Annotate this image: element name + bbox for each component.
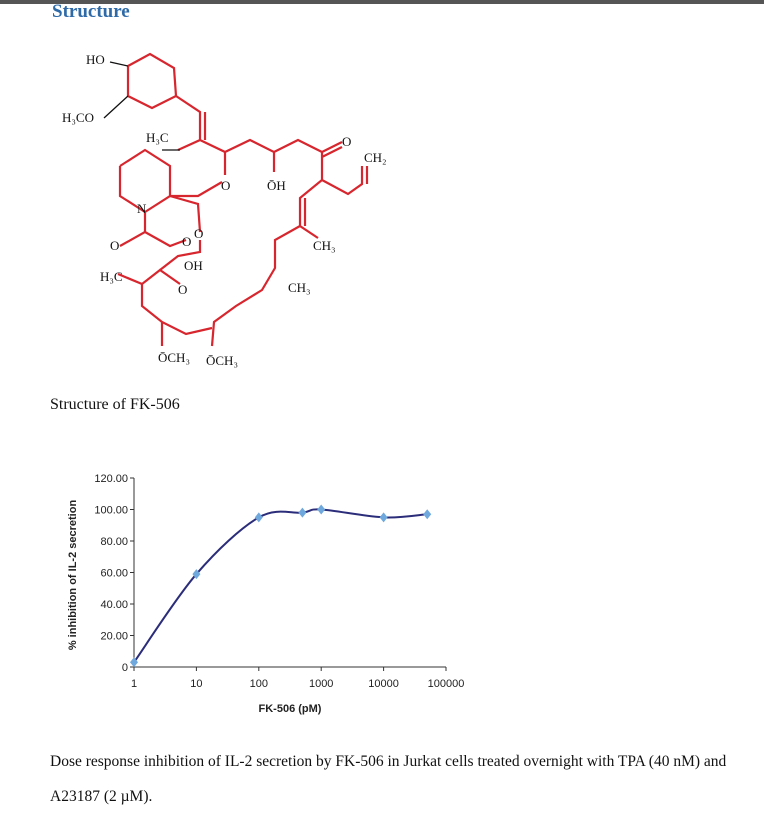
y-tick-label: 60.00 — [100, 568, 128, 580]
y-tick-label: 100.00 — [94, 505, 128, 517]
atom-label: O — [182, 234, 191, 249]
atom-label: ŌCH₃ — [206, 353, 238, 368]
data-point — [298, 507, 307, 518]
y-tick-label: 20.00 — [100, 631, 128, 643]
y-tick-label: 120.00 — [94, 473, 128, 485]
y-tick-label: 40.00 — [100, 599, 128, 611]
data-point — [130, 657, 138, 668]
x-tick-label: 1000 — [309, 678, 333, 690]
data-point — [317, 504, 326, 515]
atom-label: CH₃ — [288, 280, 311, 295]
atom-label: O — [178, 282, 187, 297]
bonds — [117, 52, 369, 347]
y-axis-label: % inhibition of IL-2 secretion — [67, 500, 79, 651]
y-tick-label: 0 — [122, 662, 128, 674]
black-bonds — [103, 61, 180, 151]
atom-label: O — [110, 238, 119, 253]
atom-label: O — [194, 226, 203, 241]
top-bar — [0, 0, 764, 4]
atom-label: ŌCH₃ — [158, 350, 190, 365]
atom-label: HO — [86, 52, 105, 67]
x-tick-label: 100 — [250, 678, 268, 690]
x-axis-label: FK-506 (pM) — [259, 703, 322, 715]
atom-label: OH — [184, 258, 203, 273]
x-tick-label: 10 — [190, 678, 202, 690]
x-tick-label: 100000 — [428, 678, 465, 690]
x-tick-label: 10000 — [368, 678, 399, 690]
data-point — [379, 512, 388, 523]
structure-caption: Structure of FK-506 — [50, 396, 180, 413]
data-point — [423, 509, 432, 520]
atom-label: O — [342, 134, 351, 149]
chart-caption: Dose response inhibition of IL-2 secreti… — [50, 753, 727, 805]
chart: 0 20.00 40.00 60.00 80.00 100.00 120.00 1 10 100 1… — [67, 473, 465, 715]
atom-label: H₃C — [146, 130, 169, 145]
data-point — [254, 512, 263, 523]
atom-label: H₃C — [100, 269, 123, 284]
data-line — [133, 508, 428, 663]
atom-label: N — [137, 201, 147, 216]
atom-label: H₃CO — [62, 110, 94, 125]
atom-label: CH₂ — [364, 150, 387, 165]
section-title: Structure — [52, 1, 130, 22]
x-tick-label: 1 — [131, 678, 137, 690]
atom-label: ŌH — [267, 178, 286, 193]
atom-label: CH₃ — [313, 238, 336, 253]
y-tick-label: 80.00 — [100, 536, 128, 548]
atom-label: O — [221, 178, 230, 193]
data-point — [192, 569, 201, 580]
